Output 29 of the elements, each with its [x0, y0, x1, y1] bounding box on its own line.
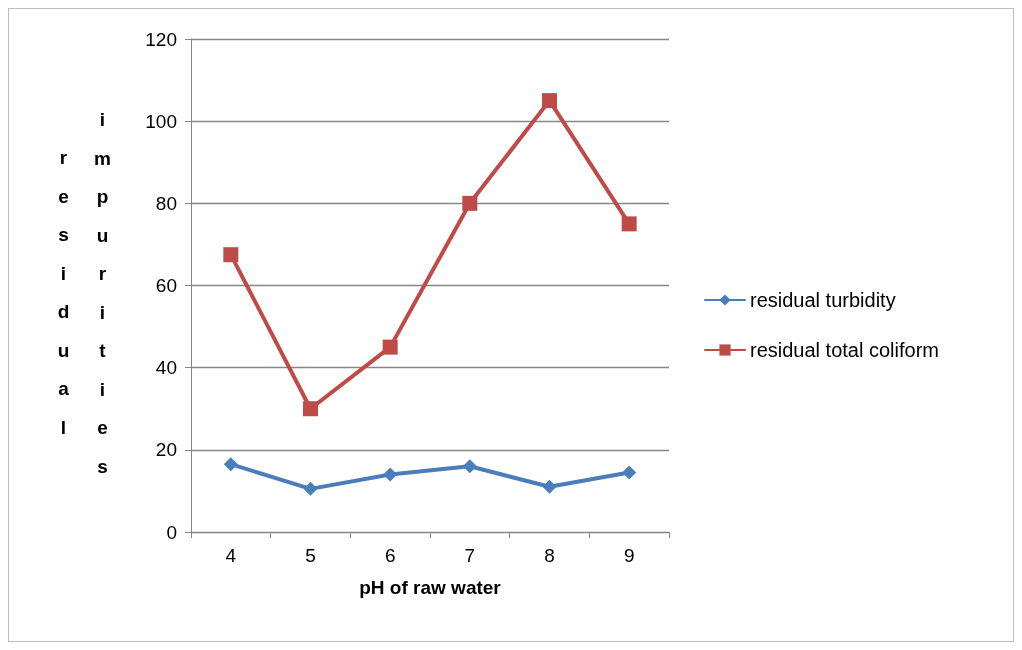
- point: [383, 467, 398, 482]
- point: [462, 459, 477, 474]
- point: [462, 195, 478, 211]
- y-tick-label: 60: [155, 275, 177, 296]
- point: [223, 247, 239, 263]
- point: [382, 339, 398, 355]
- point: [223, 457, 238, 472]
- point: [542, 479, 557, 494]
- y-tick-label: 120: [145, 28, 177, 50]
- y-tick-label: 80: [155, 192, 177, 214]
- legend-label: residual total coliform: [750, 339, 939, 361]
- y-tick-label: 40: [155, 357, 177, 379]
- x-axis-title: pH of raw water: [359, 577, 502, 598]
- point: [622, 465, 637, 480]
- y-tick-label: 0: [166, 521, 177, 543]
- x-tick-label: 4: [225, 545, 237, 566]
- y-axis-title: residual impurities: [53, 109, 113, 494]
- point: [542, 93, 557, 109]
- point: [303, 481, 318, 496]
- x-tick-label: 6: [384, 545, 396, 566]
- x-tick-label: 5: [305, 545, 316, 566]
- x-tick-label: 8: [544, 545, 555, 566]
- x-tick-label: 9: [623, 545, 635, 566]
- legend-label: residual turbidity: [750, 289, 896, 311]
- y-tick-label: 20: [155, 439, 177, 461]
- y-tick-label: 100: [145, 110, 177, 132]
- point: [621, 216, 637, 232]
- x-tick-label: 7: [464, 545, 476, 566]
- point: [303, 401, 318, 417]
